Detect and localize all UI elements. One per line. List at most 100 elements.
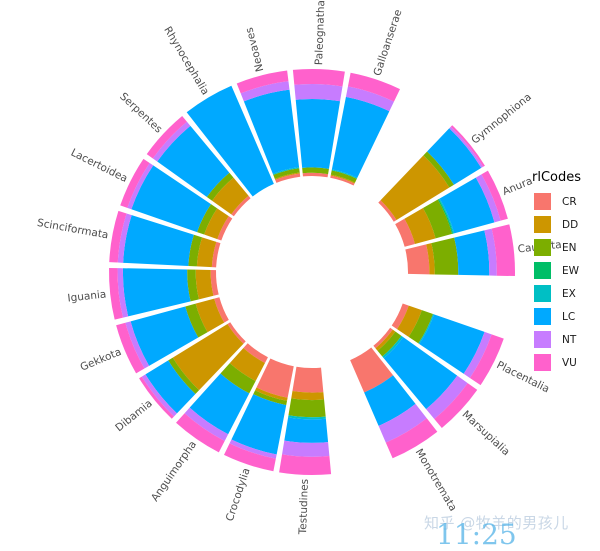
legend-swatch-dd xyxy=(534,216,551,233)
bar-segment-scinciformata-lc xyxy=(123,215,194,266)
legend-swatch-lc xyxy=(534,308,551,325)
bar-segment-neoaves-dd xyxy=(274,172,300,180)
legend-item-ew: EW xyxy=(534,259,581,282)
bar-segment-dibamia-en xyxy=(168,357,200,395)
bar-segment-lacertoidea-en xyxy=(197,204,218,235)
bar-segment-lacertoidea-lc xyxy=(131,165,211,233)
bar-segment-placentalia-dd xyxy=(397,305,422,337)
bar-segment-anura-ew xyxy=(437,198,454,234)
bar-segment-crocodylia-lc xyxy=(231,394,287,455)
bar-segment-galloanserae-vu xyxy=(347,72,400,102)
bar-segment-paleognathae-lc xyxy=(295,98,341,169)
legend-item-ex: EX xyxy=(534,282,581,305)
bar-segment-marsupialia-en xyxy=(377,331,402,357)
bar-segment-dibamia-vu xyxy=(139,376,174,419)
bar-segment-dibamia-nt xyxy=(141,374,177,417)
bar-segment-caudata-dd xyxy=(426,243,435,275)
legend-item-dd: DD xyxy=(534,213,581,236)
bar-segment-galloanserae-dd xyxy=(330,174,356,184)
bar-segment-gymnophiona-cr xyxy=(378,200,397,222)
bar-segment-scinciformata-vu xyxy=(109,210,127,263)
category-label-neoaves: Neoaves xyxy=(243,26,266,73)
bar-segment-anguimorpha-dd xyxy=(229,348,265,382)
bar-segment-testudines-lc xyxy=(284,417,329,443)
bar-segment-galloanserae-en xyxy=(330,170,357,183)
bar-segment-monotremata-cr xyxy=(350,347,394,393)
watermark-text: 知乎 @牧羊的男孩儿 xyxy=(424,514,569,532)
bar-segment-neoaves-en xyxy=(273,168,300,179)
bar-segment-caudata-vu xyxy=(491,224,516,277)
bar-segment-iguania-cr xyxy=(210,269,219,296)
bar-segment-testudines-vu xyxy=(279,454,332,476)
bar-segment-anura-ex xyxy=(438,198,455,234)
legend-item-en: EN xyxy=(534,236,581,259)
bar-segment-anura-cr xyxy=(395,218,415,247)
bar-segment-marsupialia-vu xyxy=(434,383,478,429)
bar-segment-gekkota-en xyxy=(185,303,208,338)
bar-segment-galloanserae-cr xyxy=(330,175,355,186)
bar-segment-galloanserae-ex xyxy=(331,169,358,179)
bar-segment-monotremata-lc xyxy=(364,375,416,426)
bar-segment-testudines-nt xyxy=(282,440,330,457)
bar-segment-caudata-en xyxy=(431,237,459,275)
bar-segment-serpentes-lc xyxy=(157,125,230,197)
bar-segment-crocodylia-vu xyxy=(224,443,276,472)
category-label-galloanserae: Galloanserae xyxy=(371,8,404,77)
legend-item-lc: LC xyxy=(534,305,581,328)
bar-segment-crocodylia-dd xyxy=(255,387,288,401)
bar-segment-gekkota-lc xyxy=(130,306,199,366)
category-label-gekkota: Gekkota xyxy=(79,346,124,374)
category-label-testudines: Testudines xyxy=(297,479,311,536)
legend-swatch-en xyxy=(534,239,551,256)
legend-item-cr: CR xyxy=(534,190,581,213)
legend-swatch-ew xyxy=(534,262,551,279)
category-label-gymnophiona: Gymnophiona xyxy=(469,91,534,146)
bar-segment-crocodylia-cr xyxy=(256,358,294,398)
legend-items: CR DD EN EW EX LC NT VU xyxy=(534,190,581,374)
legend-swatch-cr xyxy=(534,193,551,210)
category-label-dibamia: Dibamia xyxy=(113,397,155,434)
bar-segment-scinciformata-dd xyxy=(196,237,217,268)
legend-label-nt: NT xyxy=(562,333,577,346)
bar-segment-anguimorpha-vu xyxy=(176,413,225,453)
bar-segment-gymnophiona-vu xyxy=(450,125,485,167)
bar-segment-placentalia-en xyxy=(408,310,434,344)
category-label-iguania: Iguania xyxy=(67,288,107,304)
bar-segment-anura-nt xyxy=(475,174,501,223)
bar-segment-testudines-en xyxy=(288,398,326,418)
bar-segment-neoaves-vu xyxy=(236,70,289,94)
bar-segment-monotremata-vu xyxy=(385,418,438,459)
category-label-marsupialia: Marsupialia xyxy=(460,408,512,458)
bar-segment-anguimorpha-cr xyxy=(243,343,268,363)
category-label-monotremata: Monotremata xyxy=(413,447,459,514)
legend-label-dd: DD xyxy=(562,218,579,231)
bar-segment-placentalia-lc xyxy=(419,314,485,374)
bar-segment-rhynocephalia-lc xyxy=(186,85,274,197)
bar-segment-gekkota-cr xyxy=(214,297,229,323)
legend-label-en: EN xyxy=(562,241,577,254)
bar-segment-iguania-dd xyxy=(195,269,214,300)
bar-segment-testudines-ex xyxy=(288,415,326,420)
legend-label-ex: EX xyxy=(562,287,576,300)
legend-label-cr: CR xyxy=(562,195,577,208)
legend-item-nt: NT xyxy=(534,328,581,351)
category-label-paleognathae: Paleognathae xyxy=(313,0,327,65)
bar-segment-anura-dd xyxy=(404,208,436,244)
bar-segment-dibamia-cr xyxy=(227,322,246,344)
bar-segment-anura-lc xyxy=(439,177,495,234)
bar-segment-gekkota-vu xyxy=(116,322,145,374)
bar-segment-neoaves-nt xyxy=(240,81,290,102)
bar-segment-marsupialia-dd xyxy=(375,329,396,351)
bar-segment-placentalia-cr xyxy=(391,303,409,330)
bar-segment-serpentes-en xyxy=(206,172,234,201)
category-label-rhynocephalia: Rhynocephalia xyxy=(161,24,211,97)
bar-segment-serpentes-cr xyxy=(231,195,251,217)
bar-segment-dibamia-lc xyxy=(145,360,196,414)
bar-segment-iguania-vu xyxy=(108,267,123,320)
legend-label-vu: VU xyxy=(562,356,577,369)
bar-segment-monotremata-nt xyxy=(378,403,427,443)
bar-segment-anura-vu xyxy=(481,170,508,221)
bar-segment-caudata-nt xyxy=(484,228,497,276)
bar-segment-iguania-lc xyxy=(122,268,191,317)
